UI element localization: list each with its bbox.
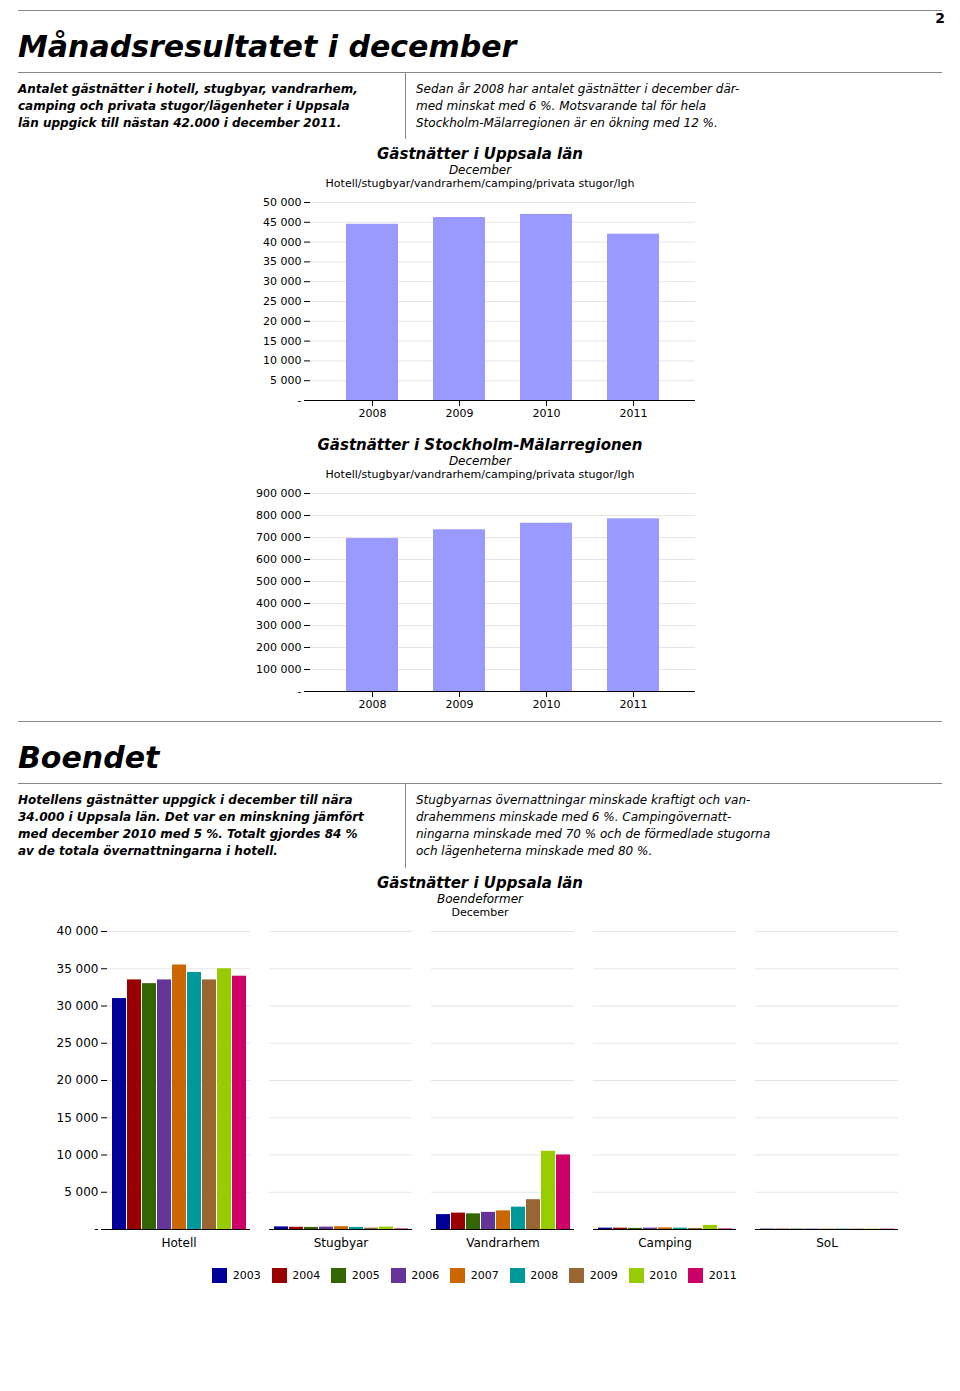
html-text:Boendeformer: Boendeformer (437, 891, 523, 906)
html-text:Hotellens gästnätter uppgick i: Hotellens gästnätter uppgick i december … (18, 793, 364, 858)
svg-text:15 000: 15 000 (263, 335, 302, 348)
svg-text:45 000: 45 000 (263, 216, 302, 229)
svg-text:5 000: 5 000 (64, 1185, 98, 1199)
svg-text:30 000: 30 000 (263, 276, 302, 289)
svg-text:2009: 2009 (446, 699, 474, 712)
html-text:2006: 2006 (411, 1268, 440, 1282)
svg-text:10 000: 10 000 (263, 355, 302, 368)
svg-text:200 000: 200 000 (256, 641, 302, 654)
svg-text:100 000: 100 000 (256, 663, 302, 676)
html-text:December: December (451, 905, 509, 919)
svg-text:Stugbyar: Stugbyar (314, 1236, 369, 1250)
svg-text:35 000: 35 000 (57, 961, 99, 975)
html-text:2005: 2005 (351, 1268, 380, 1282)
svg-text:Vandrarhem: Vandrarhem (466, 1236, 540, 1250)
svg-text:40 000: 40 000 (263, 236, 302, 249)
svg-text:35 000: 35 000 (263, 256, 302, 269)
html-text:Gästnätter i Uppsala län: Gästnätter i Uppsala län (377, 873, 583, 892)
html-text:2: 2 (935, 10, 945, 26)
svg-text:800 000: 800 000 (256, 509, 302, 522)
svg-text:-: - (94, 1222, 98, 1236)
html-text:2003: 2003 (232, 1268, 261, 1282)
html-text:Antalet gästnätter i hotell, s: Antalet gästnätter i hotell, stugbyar, v… (18, 82, 358, 130)
svg-text:2009: 2009 (446, 408, 474, 421)
html-text:2007: 2007 (470, 1268, 499, 1282)
svg-text:2011: 2011 (620, 699, 648, 712)
html-text:2011: 2011 (708, 1268, 737, 1282)
html-text:Gästnätter i Stockholm-Mälarre: Gästnätter i Stockholm-Mälarregionen (317, 436, 643, 455)
html-text:2008: 2008 (530, 1268, 559, 1282)
svg-text:2011: 2011 (620, 408, 648, 421)
html-text:Gästnätter i Uppsala län: Gästnätter i Uppsala län (377, 145, 583, 164)
svg-text:Hotell: Hotell (161, 1236, 196, 1250)
svg-text:-: - (298, 685, 302, 698)
svg-text:20 000: 20 000 (263, 315, 302, 328)
html-text:Månadsresultatet i december: Månadsresultatet i december (18, 29, 517, 64)
svg-text:25 000: 25 000 (57, 1036, 99, 1050)
svg-text:10 000: 10 000 (57, 1147, 99, 1161)
svg-text:50 000: 50 000 (263, 196, 302, 209)
svg-text:2008: 2008 (359, 699, 387, 712)
html-text:2010: 2010 (649, 1268, 678, 1282)
html-text:Hotell/stugbyar/vandrarhem/cam: Hotell/stugbyar/vandrarhem/camping/priva… (325, 468, 635, 482)
svg-text:600 000: 600 000 (256, 553, 302, 566)
svg-text:2010: 2010 (533, 408, 561, 421)
svg-text:300 000: 300 000 (256, 619, 302, 632)
html-text:December: December (448, 454, 512, 469)
svg-text:2010: 2010 (533, 699, 561, 712)
svg-text:2008: 2008 (359, 408, 387, 421)
svg-text:500 000: 500 000 (256, 575, 302, 588)
svg-text:700 000: 700 000 (256, 531, 302, 544)
svg-text:40 000: 40 000 (57, 924, 99, 938)
svg-text:25 000: 25 000 (263, 295, 302, 308)
html-text:December: December (448, 163, 512, 178)
html-text:2004: 2004 (292, 1268, 321, 1282)
html-text:Sedan år 2008 har antalet gäst: Sedan år 2008 har antalet gästnätter i d… (416, 82, 740, 130)
svg-text:SoL: SoL (816, 1236, 838, 1250)
html-text:2009: 2009 (589, 1268, 618, 1282)
html-text:Stugbyarnas övernattningar min: Stugbyarnas övernattningar minskade kraf… (416, 793, 771, 858)
svg-text:20 000: 20 000 (57, 1073, 99, 1087)
svg-text:30 000: 30 000 (57, 998, 99, 1012)
svg-text:5 000: 5 000 (270, 375, 302, 388)
svg-text:Camping: Camping (638, 1236, 692, 1250)
html-text:Hotell/stugbyar/vandrarhem/cam: Hotell/stugbyar/vandrarhem/camping/priva… (325, 177, 635, 191)
svg-text:-: - (298, 394, 302, 407)
svg-text:15 000: 15 000 (57, 1110, 99, 1124)
svg-text:400 000: 400 000 (256, 597, 302, 610)
svg-text:900 000: 900 000 (256, 487, 302, 500)
html-text:Boendet: Boendet (18, 740, 160, 776)
